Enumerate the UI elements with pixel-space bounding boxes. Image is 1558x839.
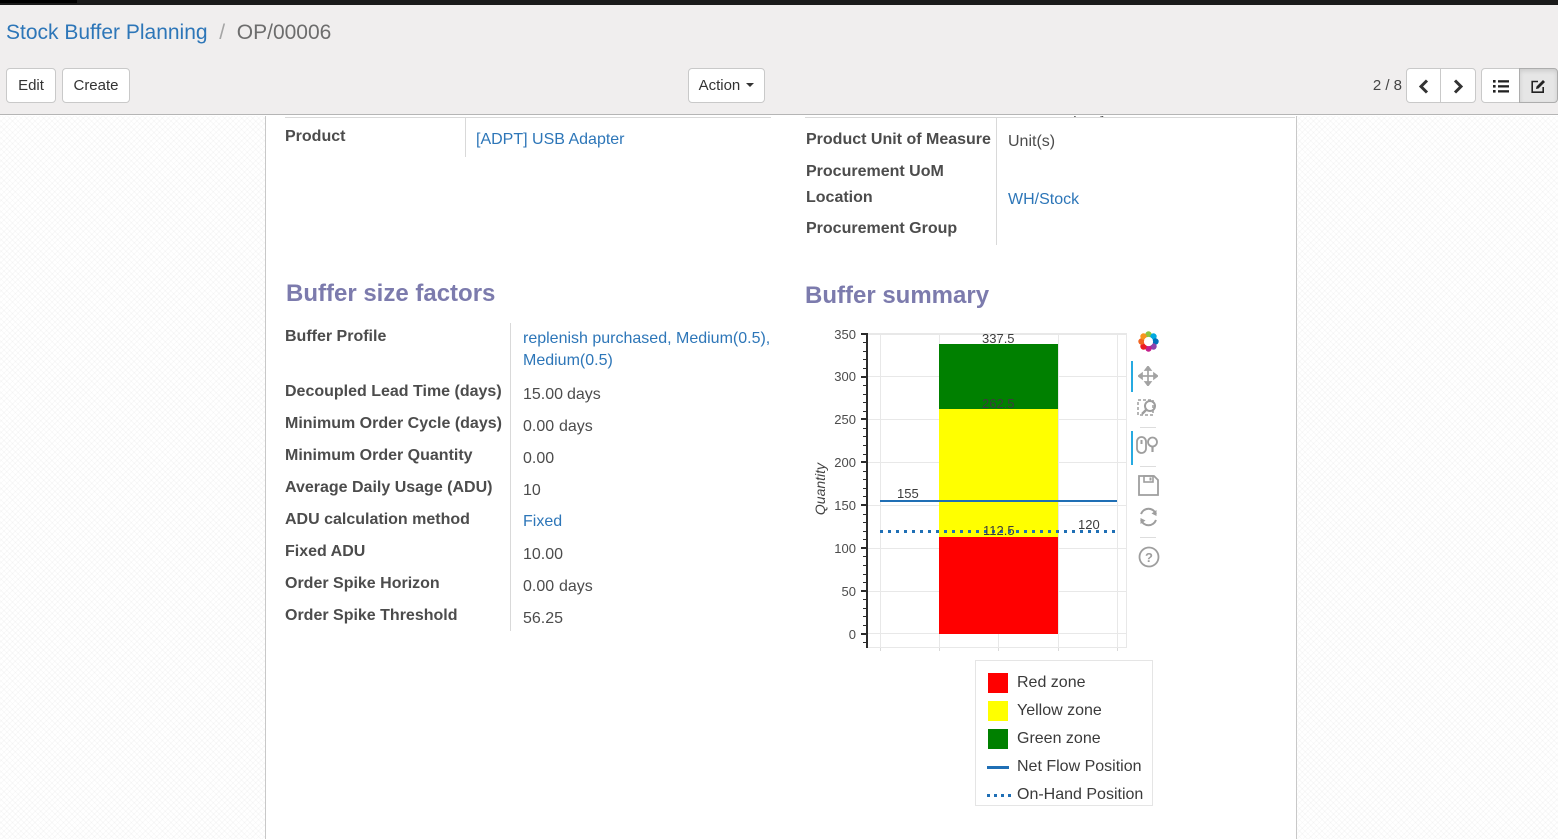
svg-text:?: ? [1145, 550, 1153, 565]
